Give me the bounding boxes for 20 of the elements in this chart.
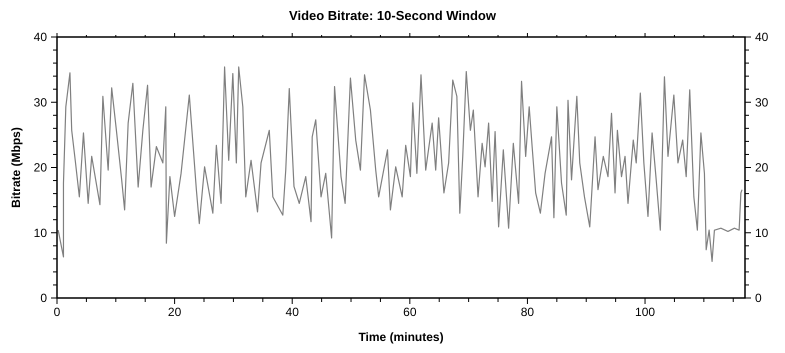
x-tick-label: 20 xyxy=(168,305,182,319)
x-tick-label: 40 xyxy=(286,305,300,319)
y-tick-label: 40 xyxy=(34,30,48,44)
x-tick-label: 0 xyxy=(54,305,61,319)
chart-title: Video Bitrate: 10-Second Window xyxy=(289,8,497,23)
x-tick-label: 60 xyxy=(403,305,417,319)
line-series xyxy=(58,66,743,262)
x-axis-title: Time (minutes) xyxy=(358,330,444,344)
y2-tick-label: 10 xyxy=(755,226,769,240)
y-axis-title: Bitrate (Mbps) xyxy=(9,127,23,208)
x-tick-label: 80 xyxy=(520,305,534,319)
y2-tick-label: 30 xyxy=(755,95,769,110)
y2-tick-label: 0 xyxy=(755,291,762,305)
y2-tick-label: 40 xyxy=(755,30,769,44)
y-tick-label: 20 xyxy=(34,160,48,174)
x-tick-label: 100 xyxy=(635,305,656,319)
y-tick-label: 10 xyxy=(34,226,48,240)
y-tick-label: 30 xyxy=(34,95,48,110)
y2-tick-label: 20 xyxy=(755,160,769,174)
y-tick-label: 0 xyxy=(40,291,48,305)
